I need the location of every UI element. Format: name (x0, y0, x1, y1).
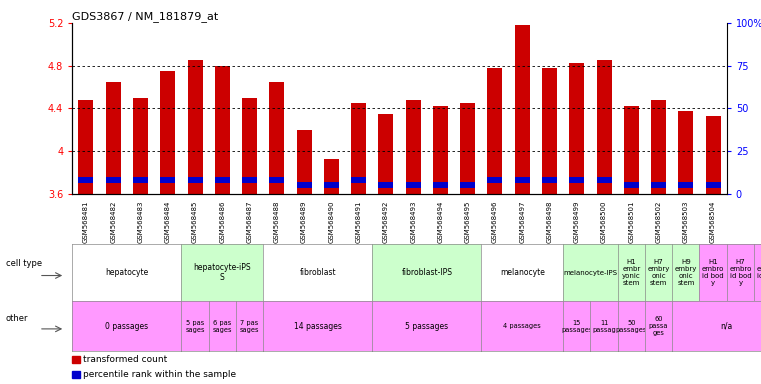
Text: H9
embro
id bod
y: H9 embro id bod y (756, 259, 761, 286)
Bar (406, 182, 421, 188)
Bar (297, 182, 311, 188)
Bar (624, 182, 638, 188)
Bar (597, 177, 612, 183)
Text: 15
passages: 15 passages (561, 320, 593, 333)
Bar (651, 182, 666, 188)
Bar (72, 371, 80, 378)
Bar (215, 66, 230, 194)
Bar (269, 177, 285, 183)
Bar (78, 100, 94, 194)
Bar (242, 177, 257, 183)
Bar (488, 68, 502, 194)
Bar (460, 103, 475, 194)
Bar (133, 98, 148, 194)
Text: H9
embry
onic
stem: H9 embry onic stem (675, 259, 697, 286)
Bar (133, 177, 148, 183)
Bar (215, 177, 230, 183)
Text: transformed count: transformed count (83, 355, 167, 364)
Text: H7
embry
onic
stem: H7 embry onic stem (648, 259, 670, 286)
Bar (378, 114, 393, 194)
Bar (597, 60, 612, 194)
Bar (569, 177, 584, 183)
Bar (406, 100, 421, 194)
Text: fibroblast: fibroblast (299, 268, 336, 277)
Bar (514, 25, 530, 194)
Text: 5 pas
sages: 5 pas sages (185, 320, 205, 333)
Text: melanocyte-IPS: melanocyte-IPS (563, 270, 617, 276)
Text: H1
embro
id bod
y: H1 embro id bod y (702, 259, 724, 286)
Text: other: other (5, 314, 28, 323)
Bar (106, 177, 121, 183)
Bar (187, 177, 202, 183)
Text: H7
embro
id bod
y: H7 embro id bod y (729, 259, 752, 286)
Text: cell type: cell type (5, 260, 42, 268)
Bar (678, 111, 693, 194)
Text: n/a: n/a (721, 322, 733, 331)
Bar (378, 182, 393, 188)
Text: hepatocyte: hepatocyte (105, 268, 148, 277)
Bar (488, 177, 502, 183)
Bar (324, 159, 339, 194)
Text: 6 pas
sages: 6 pas sages (212, 320, 232, 333)
Bar (624, 106, 638, 194)
Text: percentile rank within the sample: percentile rank within the sample (83, 370, 236, 379)
Bar (242, 98, 257, 194)
Bar (72, 356, 80, 363)
Bar (678, 182, 693, 188)
Bar (542, 68, 557, 194)
Bar (433, 106, 448, 194)
Text: 50
passages: 50 passages (616, 320, 647, 333)
Text: fibroblast-IPS: fibroblast-IPS (401, 268, 452, 277)
Bar (542, 177, 557, 183)
Bar (161, 177, 175, 183)
Bar (324, 182, 339, 188)
Text: 7 pas
sages: 7 pas sages (240, 320, 260, 333)
Bar (187, 60, 202, 194)
Bar (460, 182, 475, 188)
Text: 4 passages: 4 passages (503, 323, 541, 329)
Bar (705, 116, 721, 194)
Text: 14 passages: 14 passages (294, 322, 342, 331)
Bar (269, 82, 285, 194)
Text: 5 passages: 5 passages (405, 322, 448, 331)
Bar (651, 100, 666, 194)
Text: hepatocyte-iPS
S: hepatocyte-iPS S (193, 263, 251, 282)
Text: H1
embr
yonic
stem: H1 embr yonic stem (622, 259, 641, 286)
Bar (78, 177, 94, 183)
Bar (297, 130, 311, 194)
Bar (705, 182, 721, 188)
Text: 60
passa
ges: 60 passa ges (649, 316, 668, 336)
Text: melanocyte: melanocyte (500, 268, 545, 277)
Bar (106, 82, 121, 194)
Bar (569, 63, 584, 194)
Bar (351, 103, 366, 194)
Text: GDS3867 / NM_181879_at: GDS3867 / NM_181879_at (72, 11, 218, 22)
Bar (351, 177, 366, 183)
Text: 11
passag: 11 passag (592, 320, 616, 333)
Bar (514, 177, 530, 183)
Bar (161, 71, 175, 194)
Text: 0 passages: 0 passages (105, 322, 148, 331)
Bar (433, 182, 448, 188)
